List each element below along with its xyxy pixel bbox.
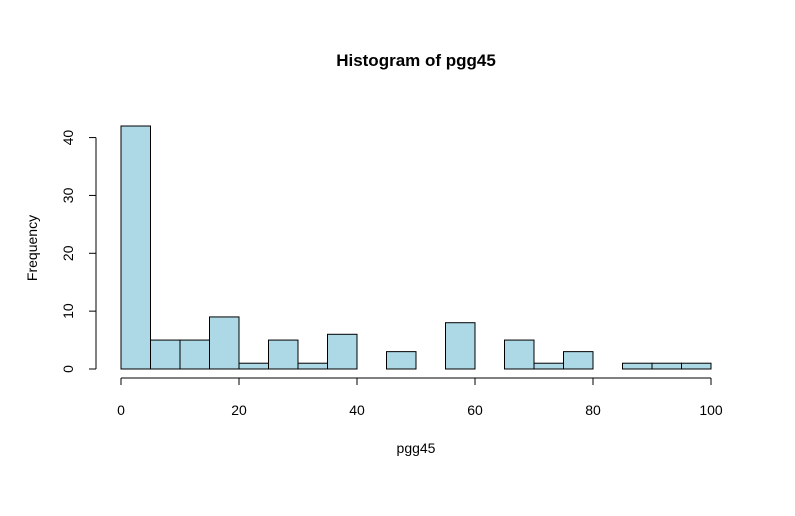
histogram-bar: [179, 339, 210, 370]
y-tick-label: 30: [60, 187, 76, 203]
x-axis: 0 20 40 60 80 100: [117, 377, 723, 418]
histogram-bar: [150, 339, 181, 370]
histogram-bar: [504, 339, 535, 370]
y-axis: 0 10 20 30 40: [60, 130, 97, 373]
y-axis-label: Frequency: [24, 215, 40, 281]
histogram-bar: [297, 362, 328, 370]
y-tick-label: 20: [60, 245, 76, 261]
y-tick-label: 0: [60, 365, 76, 373]
x-tick-label: 40: [349, 402, 365, 418]
y-tick-label: 40: [60, 130, 76, 146]
bars-group: [120, 125, 712, 370]
histogram-bar: [268, 339, 299, 370]
histogram-bar: [622, 362, 653, 370]
histogram-bar: [327, 333, 358, 370]
x-tick-label: 100: [699, 402, 723, 418]
histogram-bar: [386, 351, 417, 370]
x-tick-label: 20: [231, 402, 247, 418]
histogram-bar: [681, 362, 712, 370]
histogram-bar: [209, 316, 240, 370]
y-tick-label: 10: [60, 303, 76, 319]
x-tick-label: 60: [467, 402, 483, 418]
histogram-bar: [120, 125, 151, 370]
histogram-bar: [563, 351, 594, 370]
histogram-bar: [651, 362, 682, 370]
chart-title: Histogram of pgg45: [336, 51, 496, 70]
histogram-bar: [533, 362, 564, 370]
x-tick-label: 0: [117, 402, 125, 418]
x-axis-label: pgg45: [397, 440, 436, 456]
histogram-bar: [445, 322, 476, 370]
histogram-bar: [238, 362, 269, 370]
x-tick-label: 80: [585, 402, 601, 418]
